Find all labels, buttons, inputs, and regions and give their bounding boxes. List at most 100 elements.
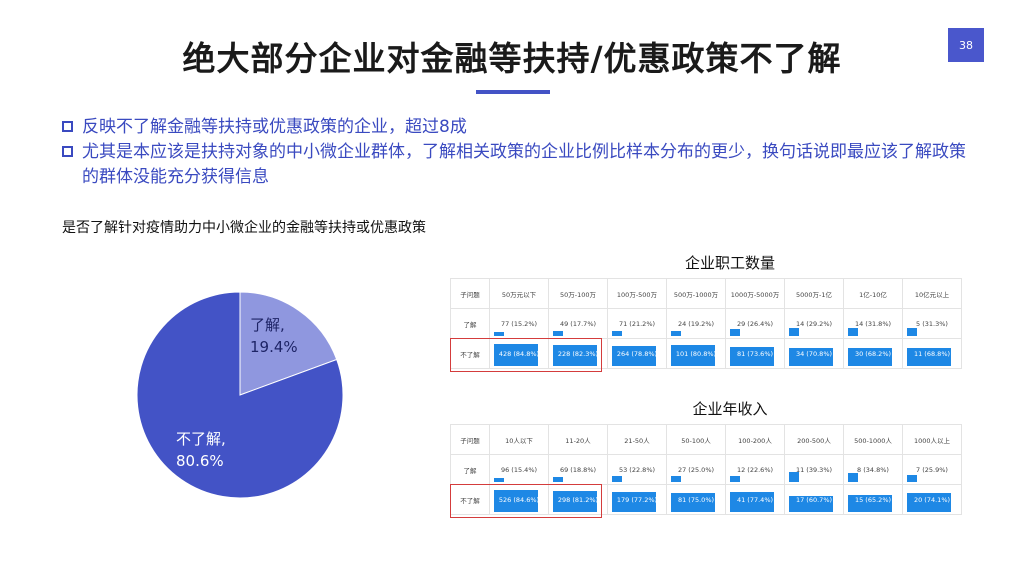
cell-bar xyxy=(907,348,951,366)
table-header-cell: 10亿元以上 xyxy=(902,278,962,309)
cell-bar xyxy=(494,332,504,336)
highlight-box-table1 xyxy=(450,338,602,372)
table-header-cell: 1000万-5000万 xyxy=(725,278,785,309)
table-header-cell: 1亿-10亿 xyxy=(843,278,903,309)
bullet-list: 反映不了解金融等扶持或优惠政策的企业，超过8成 尤其是本应该是扶持对象的中小微企… xyxy=(62,115,972,190)
table-cell: 14 (29.2%) xyxy=(784,308,844,339)
bullet-item: 尤其是本应该是扶持对象的中小微企业群体，了解相关政策的企业比例比样本分布的更少，… xyxy=(62,140,972,190)
bullet-item: 反映不了解金融等扶持或优惠政策的企业，超过8成 xyxy=(62,115,972,140)
table-cell: 179 (77.2%) xyxy=(607,484,667,515)
pie-label-know-text: 了解, xyxy=(250,316,285,334)
table-cell: 11 (68.8%) xyxy=(902,338,962,369)
table-cell: 24 (19.2%) xyxy=(666,308,726,339)
table-cell: 53 (22.8%) xyxy=(607,454,667,485)
slide-title: 绝大部分企业对金融等扶持/优惠政策不了解 xyxy=(182,39,842,78)
pie-slice-know xyxy=(239,291,338,396)
cell-bar xyxy=(553,331,563,336)
table-row: 不了解 428 (84.8%) 228 (82.3%) 264 (78.8%) 101 … xyxy=(450,338,962,369)
table2-title: 企业年收入 xyxy=(692,400,768,418)
table-header-cell: 11-20人 xyxy=(548,424,608,455)
table-cell: 12 (22.6%) xyxy=(725,454,785,485)
cell-bar xyxy=(612,330,622,336)
table-cell: 428 (84.8%) xyxy=(489,338,549,369)
table-cell: 81 (73.6%) xyxy=(725,338,785,369)
table-row: 不了解 526 (84.6%) 298 (81.2%) 179 (77.2%) 81 (… xyxy=(450,484,962,515)
table-corner-cell: 子问题 xyxy=(450,424,490,455)
cell-bar xyxy=(907,492,951,512)
table-header-cell: 50-100人 xyxy=(666,424,726,455)
table-cell: 526 (84.6%) xyxy=(489,484,549,515)
table1-title: 企业职工数量 xyxy=(684,254,775,272)
cell-bar xyxy=(730,346,774,366)
table-cell: 228 (82.3%) xyxy=(548,338,608,369)
cell-bar xyxy=(907,327,917,336)
table-cell: 101 (80.8%) xyxy=(666,338,726,369)
table-row-label: 不了解 xyxy=(450,338,490,369)
table-cell: 34 (70.8%) xyxy=(784,338,844,369)
survey-question: 是否了解针对疫情助力中小微企业的金融等扶持或优惠政策 xyxy=(62,220,426,236)
employee-count-table: 子问题 50万元以下 50万-100万 100万-500万 500万-1000万 1000… xyxy=(450,278,962,369)
cell-bar xyxy=(789,347,833,366)
table-cell: 30 (68.2%) xyxy=(843,338,903,369)
table-row: 了解 96 (15.4%) 69 (18.8%) 53 (22.8%) 27 (25.0… xyxy=(450,454,962,485)
cell-bar xyxy=(671,345,715,366)
table-cell: 96 (15.4%) xyxy=(489,454,549,485)
cell-bar xyxy=(848,327,858,336)
cell-bar xyxy=(612,476,622,482)
table-cell: 15 (65.2%) xyxy=(843,484,903,515)
cell-bar xyxy=(494,490,538,512)
table-cell: 77 (15.2%) xyxy=(489,308,549,339)
cell-bar xyxy=(789,328,799,336)
table-cell: 71 (21.2%) xyxy=(607,308,667,339)
table-header-cell: 1000人以上 xyxy=(902,424,962,455)
annual-revenue-table: 子问题 10人以下 11-20人 21-50人 50-100人 100-200人 200-5… xyxy=(450,424,962,515)
pie-label-not-know-pct: 80.6% xyxy=(176,452,224,470)
table-cell: 49 (17.7%) xyxy=(548,308,608,339)
cell-bar xyxy=(553,490,597,512)
cell-bar xyxy=(494,478,504,482)
cell-bar xyxy=(730,476,740,482)
cell-bar xyxy=(612,491,656,512)
pie-label-know-pct: 19.4% xyxy=(250,338,298,356)
table-row-label: 不了解 xyxy=(450,484,490,515)
cell-bar xyxy=(494,343,538,366)
pie-label-not-know: 不了解, 80.6% xyxy=(176,428,226,472)
cell-bar xyxy=(789,471,799,482)
pie-chart xyxy=(136,291,344,499)
bullet-text: 尤其是本应该是扶持对象的中小微企业群体，了解相关政策的企业比例比样本分布的更少，… xyxy=(82,142,966,187)
cell-bar xyxy=(612,345,656,366)
pie-label-know: 了解, 19.4% xyxy=(250,314,298,358)
table-header-cell: 500-1000人 xyxy=(843,424,903,455)
table-cell: 264 (78.8%) xyxy=(607,338,667,369)
cell-bar xyxy=(907,475,917,482)
table-cell: 20 (74.1%) xyxy=(902,484,962,515)
cell-bar xyxy=(671,492,715,512)
table-cell: 17 (60.7%) xyxy=(784,484,844,515)
table-header-cell: 100-200人 xyxy=(725,424,785,455)
table-header-cell: 500万-1000万 xyxy=(666,278,726,309)
cell-bar xyxy=(553,344,597,366)
table-row-label: 了解 xyxy=(450,308,490,339)
table-corner-cell: 子问题 xyxy=(450,278,490,309)
table-header-cell: 100万-500万 xyxy=(607,278,667,309)
table-cell: 8 (34.8%) xyxy=(843,454,903,485)
table-row: 了解 77 (15.2%) 49 (17.7%) 71 (21.2%) 24 (19.2… xyxy=(450,308,962,339)
title-underline xyxy=(476,90,550,94)
page-number-badge: 38 xyxy=(948,28,984,62)
table-row-label: 了解 xyxy=(450,454,490,485)
square-bullet-icon xyxy=(62,146,73,157)
table-cell: 81 (75.0%) xyxy=(666,484,726,515)
square-bullet-icon xyxy=(62,121,73,132)
table-header-cell: 50万-100万 xyxy=(548,278,608,309)
cell-bar xyxy=(789,496,833,512)
pie-label-not-know-text: 不了解, xyxy=(176,430,226,448)
table-cell: 298 (81.2%) xyxy=(548,484,608,515)
table-header-cell: 10人以下 xyxy=(489,424,549,455)
table-cell: 5 (31.3%) xyxy=(902,308,962,339)
table-header-cell: 21-50人 xyxy=(607,424,667,455)
table-cell: 29 (26.4%) xyxy=(725,308,785,339)
cell-bar xyxy=(848,472,858,482)
cell-bar xyxy=(848,495,892,512)
cell-bar xyxy=(671,475,681,482)
table-cell: 41 (77.4%) xyxy=(725,484,785,515)
